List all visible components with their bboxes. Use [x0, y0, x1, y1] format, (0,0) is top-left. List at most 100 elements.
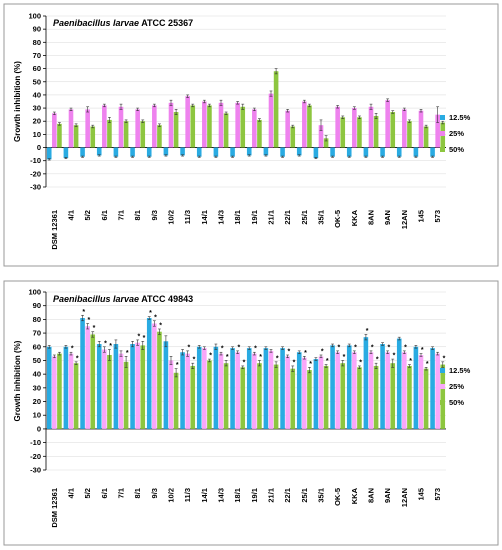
y-tick-label: 20 — [33, 117, 41, 126]
bar — [252, 109, 257, 148]
y-axis-label: Growth inhibition (%) — [13, 61, 22, 142]
y-tick-label: 90 — [33, 25, 41, 34]
category-label: 8/1 — [133, 210, 142, 220]
significance-marker: * — [359, 359, 362, 366]
bar — [163, 341, 169, 429]
bar — [380, 147, 385, 157]
legend-label: 25% — [449, 382, 464, 391]
significance-marker: * — [404, 344, 407, 351]
bar — [107, 354, 112, 429]
bar — [102, 105, 107, 148]
bar — [157, 125, 162, 148]
bar — [180, 147, 185, 156]
significance-marker: * — [309, 361, 312, 368]
chart-panel-1: -30 -20 -10 0 10 20 30 40 50 60 70 80 90 100 Growth in… — [3, 3, 499, 267]
bar — [152, 105, 157, 148]
significance-marker: * — [393, 353, 396, 360]
bar — [123, 121, 129, 148]
y-tick-label: 20 — [33, 397, 41, 406]
legend-label: 12.5% — [449, 113, 471, 122]
category-label: 6/1 — [100, 210, 109, 220]
bar — [440, 364, 446, 429]
bar — [380, 344, 385, 429]
y-tick-label: 0 — [37, 424, 41, 433]
bar — [218, 102, 224, 148]
bar — [157, 331, 162, 429]
bar — [52, 113, 57, 148]
bar — [323, 365, 329, 429]
bar — [230, 147, 235, 157]
bar — [290, 368, 296, 429]
legend: 12.5% 25% 50% — [440, 366, 471, 407]
significance-marker: * — [104, 340, 107, 347]
bar — [323, 138, 329, 148]
bar — [202, 101, 207, 148]
bar — [423, 368, 429, 429]
bar — [413, 346, 419, 429]
bar — [185, 353, 190, 429]
bar — [368, 106, 374, 148]
bar — [207, 360, 212, 429]
category-label: 18/1 — [233, 488, 242, 503]
significance-marker: * — [387, 344, 390, 351]
significance-marker: * — [159, 322, 162, 329]
bar — [207, 105, 212, 148]
y-tick-label: -30 — [30, 466, 41, 475]
bar — [140, 121, 146, 148]
category-label: DSM 12361 — [50, 210, 59, 250]
bar — [118, 106, 124, 148]
chart-title-species: Paenibacillus larvae — [53, 18, 139, 28]
y-tick-label: 80 — [33, 38, 41, 47]
bar — [346, 147, 352, 157]
bar — [80, 147, 85, 157]
bar — [223, 363, 229, 429]
legend-swatch — [440, 131, 445, 136]
bar — [213, 346, 219, 429]
y-tick-label: 70 — [33, 329, 41, 338]
category-label: 9AN — [383, 210, 392, 225]
category-label: 8AN — [367, 210, 376, 225]
category-label: 14/1 — [200, 210, 209, 225]
category-label: 9AN — [383, 488, 392, 503]
bar — [168, 102, 174, 148]
legend-swatch — [440, 384, 445, 389]
bar — [80, 318, 85, 429]
legend-swatch — [440, 368, 445, 373]
bar — [435, 353, 440, 429]
bar — [268, 93, 274, 148]
significance-marker: * — [187, 344, 190, 351]
bar — [102, 349, 107, 429]
category-label: 12AN — [400, 488, 409, 507]
bar — [368, 352, 374, 429]
significance-marker: * — [259, 354, 262, 361]
category-label: 35/1 — [317, 488, 326, 503]
significance-marker: * — [176, 362, 179, 369]
y-tick-label: 80 — [33, 315, 41, 324]
y-tick-label: 60 — [33, 64, 41, 73]
y-tick-label: 60 — [33, 342, 41, 351]
legend-swatch — [440, 400, 445, 405]
category-label: 10/2 — [167, 210, 176, 225]
bar — [130, 147, 135, 157]
bar — [257, 119, 262, 148]
bar — [407, 365, 412, 429]
bar — [168, 360, 174, 429]
significance-marker: * — [226, 354, 229, 361]
significance-marker: * — [209, 353, 212, 360]
bar — [352, 108, 357, 148]
bar — [113, 344, 119, 429]
bar — [90, 334, 96, 429]
category-label: 5/2 — [83, 210, 92, 220]
category-label: 21/1 — [267, 488, 276, 503]
category-label: 18/1 — [233, 210, 242, 225]
bar — [335, 106, 340, 148]
bar — [430, 147, 435, 157]
bar — [423, 126, 429, 148]
significance-marker: * — [87, 317, 90, 324]
bar — [146, 147, 152, 157]
category-label: 9/3 — [150, 488, 159, 498]
bar — [373, 115, 379, 148]
bar — [240, 367, 246, 429]
legend-label: 12.5% — [449, 366, 471, 375]
significance-marker: * — [276, 355, 279, 362]
